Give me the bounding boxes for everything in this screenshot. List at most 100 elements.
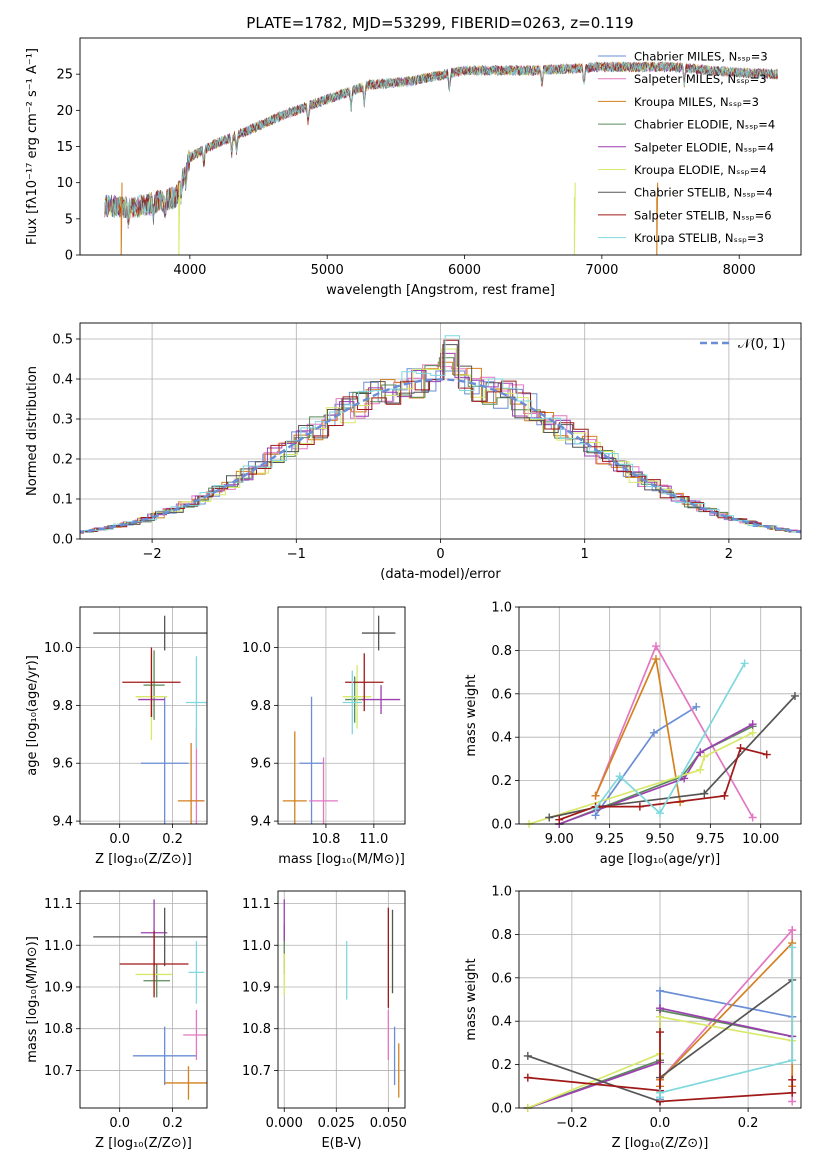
x-tick-label: 0.0 xyxy=(650,1116,671,1131)
legend-label: Salpeter STELIB, Nₛₛₚ=6 xyxy=(634,208,772,222)
y-tick-label: 9.4 xyxy=(52,815,73,830)
y-axis-label: mass weight xyxy=(464,958,479,1040)
y-tick-label: 0.8 xyxy=(491,644,512,659)
x-tick-label: −2 xyxy=(143,547,162,562)
y-tick-label: 0.8 xyxy=(491,928,512,943)
y-tick-label: 9.6 xyxy=(250,757,271,772)
weight-marker xyxy=(736,744,745,753)
y-tick-label: 0.5 xyxy=(52,333,73,348)
weight-marker xyxy=(790,691,799,700)
x-axis-label: (data-model)/error xyxy=(380,567,501,582)
weight-line xyxy=(528,732,754,824)
weight-marker xyxy=(788,943,797,952)
weight-marker xyxy=(649,728,658,737)
weight-marker xyxy=(651,642,660,651)
x-tick-label: 0.2 xyxy=(738,1116,759,1131)
weight-marker xyxy=(788,926,797,935)
spectrum-line xyxy=(104,61,778,223)
weight-marker xyxy=(523,1073,532,1082)
y-tick-label: 0.4 xyxy=(52,373,73,388)
y-tick-label: 0.6 xyxy=(491,971,512,986)
x-tick-label: 9.50 xyxy=(646,832,675,847)
legend-label: Kroupa ELODIE, Nₛₛₚ=4 xyxy=(634,163,767,177)
x-tick-label: 9.25 xyxy=(595,832,624,847)
weight-marker xyxy=(692,702,701,711)
y-axis-label: age [log₁₀(age/yr)] xyxy=(25,655,40,776)
mass-vs-ebv-panel: 0.000 0.025 0.050 10.7 10.8 10.9 11.0 11.1 E(B-V… xyxy=(242,890,407,1151)
y-tick-label: 10.0 xyxy=(44,641,73,656)
legend-label: Kroupa MILES, Nₛₛₚ=3 xyxy=(634,95,759,109)
weight-marker xyxy=(788,1056,797,1065)
y-tick-label: 11.0 xyxy=(44,939,73,954)
x-tick-label: 11.0 xyxy=(359,832,388,847)
y-tick-label: 0.0 xyxy=(52,533,73,548)
weight-line xyxy=(559,746,768,821)
y-tick-label: 0.6 xyxy=(491,687,512,702)
weight-marker xyxy=(656,1088,664,1097)
spectrum-line xyxy=(104,60,778,222)
x-axis-label: Z [log₁₀(Z/Z⊙)] xyxy=(95,852,192,867)
x-tick-label: 0.2 xyxy=(162,832,183,847)
weight-marker xyxy=(720,791,729,800)
y-tick-label: 11.1 xyxy=(44,897,73,912)
x-tick-label: 9.75 xyxy=(696,832,725,847)
weight-line xyxy=(659,989,793,1100)
y-tick-label: 1.0 xyxy=(491,885,512,900)
y-tick-label: 9.4 xyxy=(250,815,271,830)
y-tick-label: 0.2 xyxy=(52,453,73,468)
y-tick-label: 9.6 xyxy=(52,757,73,772)
y-tick-label: 0.0 xyxy=(491,1102,512,1117)
legend-label: Salpeter ELODIE, Nₛₛₚ=4 xyxy=(634,140,774,154)
x-axis-label: mass [log₁₀(M/M⊙)] xyxy=(278,852,405,867)
figure-title: PLATE=1782, MJD=53299, FIBERID=0263, z=0… xyxy=(246,14,633,32)
y-axis-label: Normed distribution xyxy=(25,366,40,496)
y-axis-label: Flux [fλ10⁻¹⁷ erg cm⁻² s⁻¹ A⁻¹] xyxy=(25,48,40,245)
legend-label: Kroupa STELIB, Nₛₛₚ=3 xyxy=(634,231,764,245)
weight-vs-age-panel: 9.00 9.25 9.50 9.75 10.00 0.0 0.2 0.4 0.6 0.8 1.0 a… xyxy=(464,601,802,867)
x-tick-label: 0.000 xyxy=(266,1116,303,1131)
weight-marker xyxy=(700,789,709,798)
x-tick-label: 0.050 xyxy=(370,1116,407,1131)
y-tick-label: 1.0 xyxy=(491,601,512,616)
axes-frame xyxy=(518,890,802,1109)
weight-marker xyxy=(615,772,624,781)
residuals-panel: −2 −1 0 1 2 0.0 0.1 0.2 0.3 0.4 0.5 (data-model)/er… xyxy=(25,322,802,582)
weight-line xyxy=(558,725,754,824)
weight-line xyxy=(559,723,754,824)
weight-marker xyxy=(656,1004,664,1013)
spectrum-panel: 4000 5000 6000 7000 8000 0 5 10 15 20 25 wavelength… xyxy=(25,37,802,298)
age-vs-metallicity-panel: 0.0 0.2 9.4 9.6 9.8 10.0 Z [log₁₀(Z/Z⊙)] age [l… xyxy=(25,606,208,867)
x-tick-label: 8000 xyxy=(723,263,756,278)
y-tick-label: 10.9 xyxy=(242,980,271,995)
weight-line xyxy=(594,662,746,815)
legend-label: Chabrier STELIB, Nₛₛₚ=4 xyxy=(634,186,773,200)
y-tick-label: 15 xyxy=(56,140,73,155)
weight-marker xyxy=(788,1088,797,1097)
y-tick-label: 0.3 xyxy=(52,413,73,428)
x-tick-label: 9.00 xyxy=(545,832,574,847)
y-tick-label: 10.7 xyxy=(242,1064,271,1079)
y-tick-label: 0.2 xyxy=(491,1058,512,1073)
legend-label: Chabrier ELODIE, Nₛₛₚ=4 xyxy=(634,118,775,132)
spectrum-dropout xyxy=(573,182,576,255)
y-axis-label: mass weight xyxy=(464,674,479,756)
mass-vs-metallicity-panel: 0.0 0.2 10.7 10.8 10.9 11.0 11.1 Z [log₁₀(Z/Z⊙)… xyxy=(25,890,208,1151)
legend-label: Salpeter MILES, Nₛₛₚ=3 xyxy=(634,72,767,86)
weight-marker xyxy=(788,1075,797,1084)
spectrum-dropout xyxy=(656,182,659,255)
y-tick-label: 11.0 xyxy=(242,939,271,954)
x-tick-label: 0.0 xyxy=(109,832,130,847)
x-tick-label: 0 xyxy=(436,547,444,562)
axes-frame xyxy=(79,606,208,825)
x-axis-label: wavelength [Angstrom, rest frame] xyxy=(326,283,555,298)
age-vs-mass-panel: 10.8 11.0 9.4 9.6 9.8 10.0 mass [log₁₀(M/M⊙)] xyxy=(242,606,406,867)
spectrum-dropout xyxy=(178,182,181,255)
axes-frame xyxy=(277,890,406,1109)
weight-marker xyxy=(591,804,600,813)
y-tick-label: 9.8 xyxy=(52,699,73,714)
y-tick-label: 25 xyxy=(56,68,73,83)
legend-label: 𝒩(0, 1) xyxy=(738,337,785,352)
weight-marker xyxy=(748,728,757,737)
weight-marker xyxy=(696,765,705,774)
weight-marker xyxy=(740,659,749,668)
